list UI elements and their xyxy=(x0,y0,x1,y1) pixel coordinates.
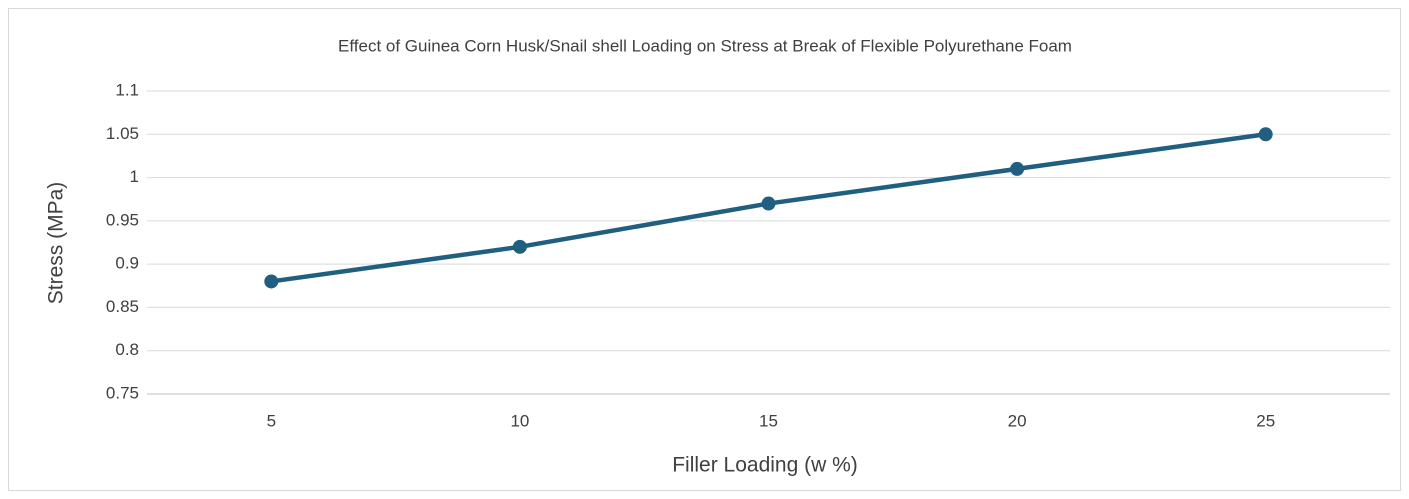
x-tick-label: 15 xyxy=(759,411,778,430)
y-tick-label: 0.75 xyxy=(106,383,139,402)
x-tick-label: 20 xyxy=(1008,411,1027,430)
data-point xyxy=(761,196,776,211)
x-tick-label: 10 xyxy=(510,411,529,430)
y-tick-label: 0.95 xyxy=(106,210,139,229)
data-point xyxy=(512,239,527,254)
y-axis-title: Stress (MPa) xyxy=(45,182,68,305)
y-tick-label: 0.8 xyxy=(115,340,139,359)
chart-title: Effect of Guinea Corn Husk/Snail shell L… xyxy=(338,36,1072,55)
x-tick-label: 5 xyxy=(267,411,276,430)
y-tick-label: 1.05 xyxy=(106,124,139,143)
x-tick-label: 25 xyxy=(1256,411,1275,430)
y-tick-label: 0.85 xyxy=(106,297,139,316)
x-axis-title: Filler Loading (w %) xyxy=(672,454,858,477)
data-point xyxy=(264,274,279,289)
data-point xyxy=(1258,127,1273,142)
data-point xyxy=(1010,161,1025,176)
y-tick-label: 1 xyxy=(130,167,139,186)
y-tick-label: 0.9 xyxy=(115,254,139,273)
chart-border xyxy=(8,8,1401,491)
y-tick-label: 1.1 xyxy=(115,80,139,99)
